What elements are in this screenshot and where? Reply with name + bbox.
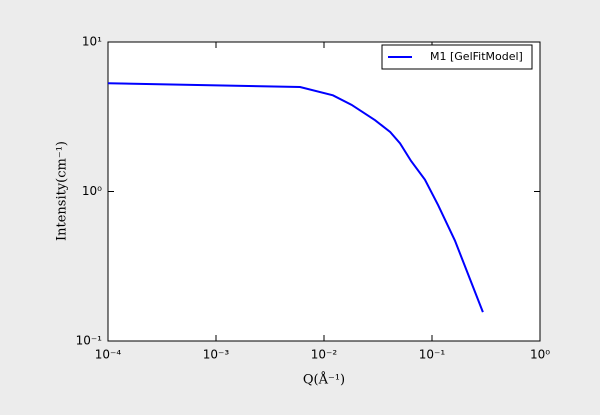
x-tick-label: 10⁰: [530, 348, 550, 362]
y-tick-label: 10⁻¹: [76, 334, 103, 348]
y-axis-label: Intensity(cm⁻¹): [55, 141, 70, 241]
y-tick-label: 10⁰: [82, 184, 102, 198]
legend-label: M1 [GelFitModel]: [430, 50, 523, 63]
plot-area: [107, 41, 541, 342]
x-tick-label: 10⁻¹: [419, 348, 446, 362]
x-axis-label: Q(Å⁻¹): [303, 372, 345, 388]
x-tick-label: 10⁻²: [311, 348, 338, 362]
y-tick-label: 10¹: [82, 35, 102, 49]
data-line: [107, 82, 484, 313]
x-tick-label: 10⁻³: [203, 348, 230, 362]
x-tick-label: 10⁻⁴: [95, 348, 122, 362]
